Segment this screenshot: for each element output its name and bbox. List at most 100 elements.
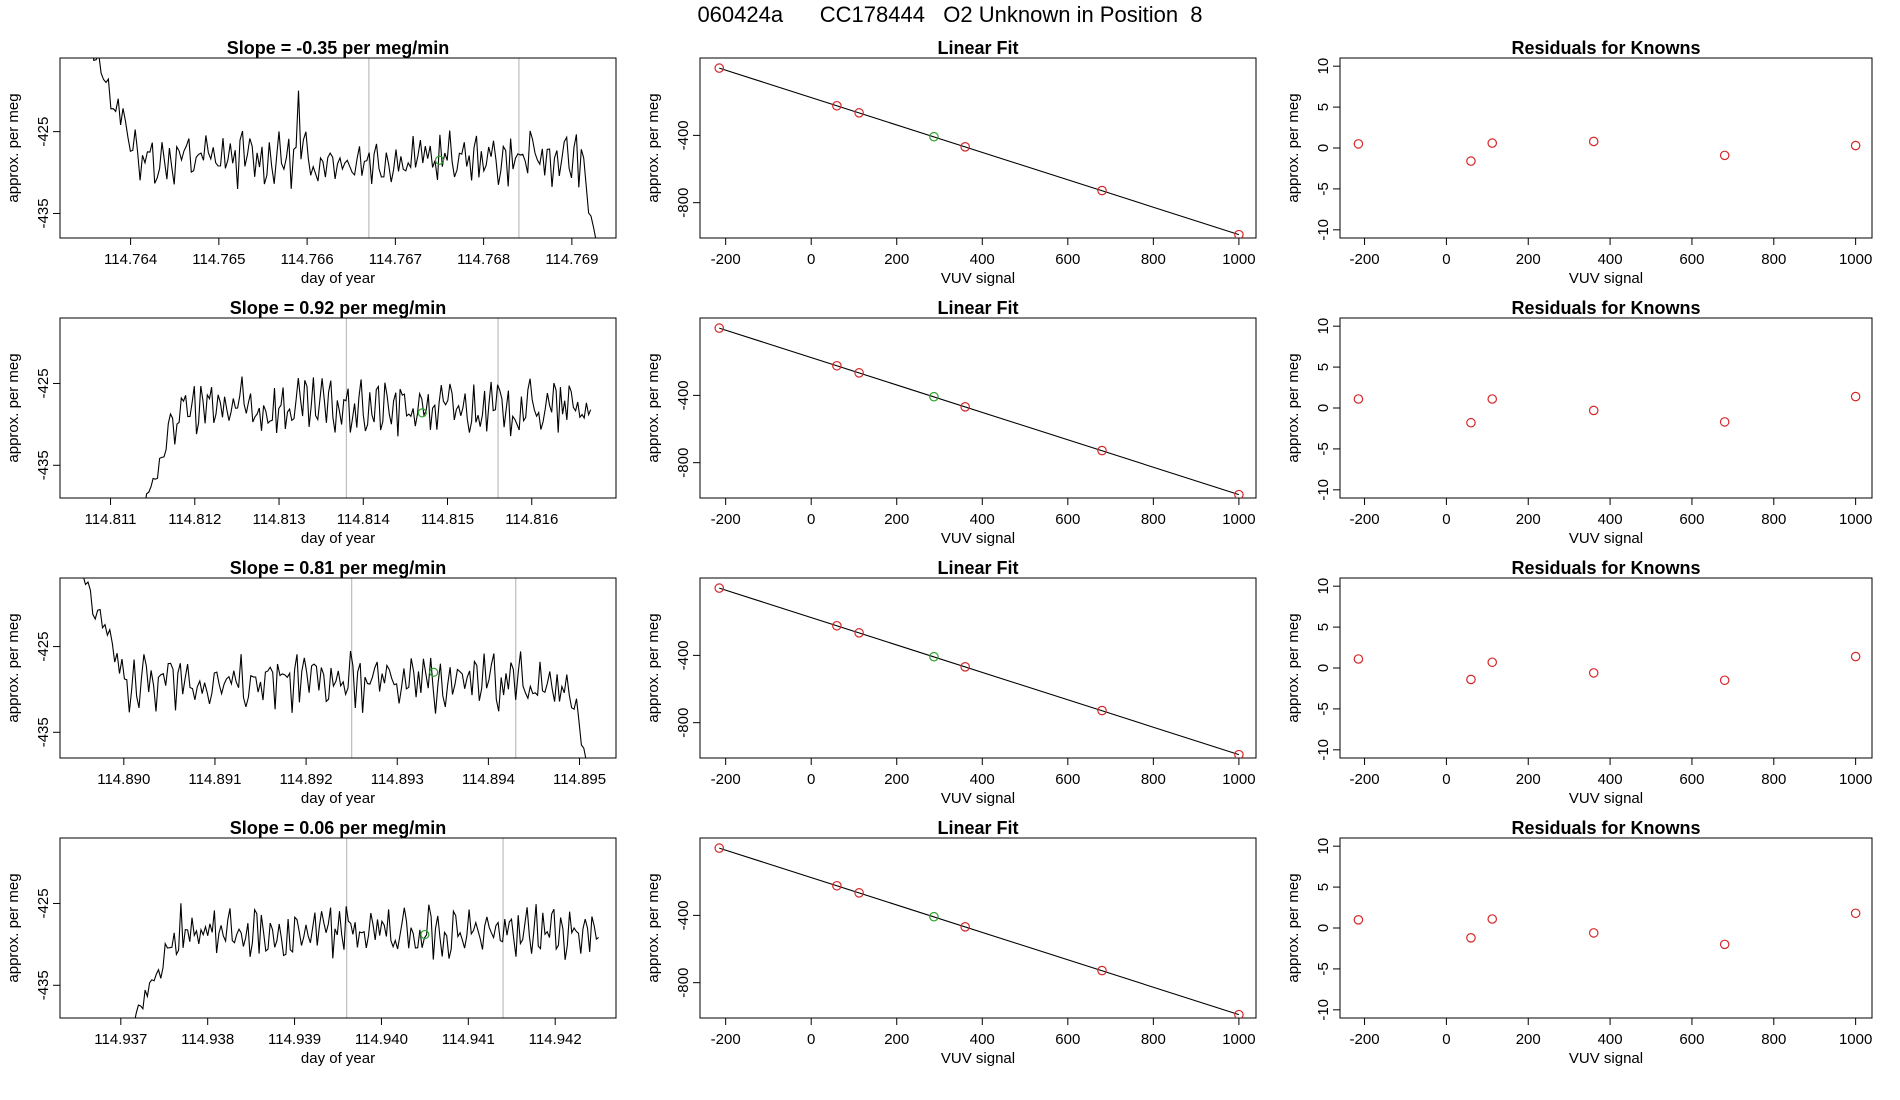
y-tick-label: 10: [1315, 318, 1332, 335]
chart-panel-r1-c1: Slope = -0.35 per meg/min 114.764 114.765 1…: [5, 38, 617, 287]
x-tick-label: 0: [807, 511, 815, 528]
y-tick-label: 0: [1315, 404, 1332, 412]
x-axis-label: VUV signal: [941, 530, 1015, 547]
x-tick-label: 114.812: [168, 511, 221, 528]
x-tick-label: 114.941: [442, 1031, 495, 1048]
x-tick-label: 0: [1442, 511, 1450, 528]
chart-panel-r3-c2: Linear Fit -200 0 200 400 600 800 1000 VUV signa…: [645, 558, 1257, 807]
x-tick-label: 400: [970, 251, 995, 268]
y-tick-label: -425: [35, 632, 52, 662]
known-point: [714, 323, 725, 333]
known-point: [1234, 749, 1244, 758]
x-tick-label: 114.937: [94, 1031, 147, 1048]
residual-point: [1850, 908, 1861, 919]
data-layer: [1353, 391, 1861, 428]
known-point: [832, 620, 842, 631]
y-tick-label: 5: [1315, 363, 1332, 371]
residual-point: [1719, 150, 1730, 161]
x-tick-label: 800: [1761, 251, 1786, 268]
data-layer: [1353, 908, 1861, 950]
x-tick-label: 114.816: [505, 511, 558, 528]
x-axis-label: day of year: [301, 530, 375, 547]
plot-frame: [699, 837, 1257, 1019]
x-tick-label: 600: [1055, 1031, 1080, 1048]
residual-point: [1487, 138, 1498, 148]
chart-panel-r4-c1: Slope = 0.06 per meg/min 114.937 114.938 11…: [5, 818, 617, 1067]
x-tick-label: 114.811: [85, 511, 137, 528]
x-tick-label: -200: [711, 251, 741, 268]
known-point: [1097, 705, 1107, 716]
x-tick-label: 114.766: [281, 251, 334, 268]
residual-point: [1588, 405, 1599, 416]
x-tick-label: 114.940: [355, 1031, 408, 1048]
known-point: [832, 360, 842, 371]
chart-panel-r1-c2: Linear Fit -200 0 200 400 600 800 1000 VUV signa…: [645, 38, 1257, 287]
y-tick-label: -400: [675, 900, 692, 930]
x-tick-label: 114.767: [369, 251, 422, 268]
y-tick-label: -435: [35, 198, 52, 228]
x-tick-label: 0: [1442, 1031, 1450, 1048]
known-point: [854, 368, 864, 378]
x-tick-label: 114.814: [337, 511, 390, 528]
x-tick-label: -200: [1350, 251, 1380, 268]
y-axis-label: approx. per meg: [5, 613, 22, 722]
y-axis-label: approx. per meg: [645, 93, 662, 202]
x-axis-label: day of year: [301, 1050, 375, 1067]
chart-title: Residuals for Knowns: [1511, 38, 1700, 58]
chart-title: Linear Fit: [937, 558, 1018, 578]
residual-point: [1588, 668, 1599, 678]
plot-frame: [699, 317, 1257, 499]
x-tick-label: 600: [1055, 771, 1080, 788]
known-point: [832, 100, 842, 111]
x-axis-label: VUV signal: [941, 1050, 1015, 1067]
y-tick-label: -5: [1315, 962, 1332, 975]
y-tick-label: 5: [1315, 883, 1332, 891]
x-tick-label: 400: [1598, 1031, 1623, 1048]
chart-panel-r3-c3: Residuals for Knowns-200 0 200 400 600 800 100…: [1285, 558, 1873, 807]
x-tick-label: 1000: [1839, 251, 1872, 268]
x-axis-label: VUV signal: [1569, 1050, 1643, 1067]
known-point: [1097, 445, 1107, 456]
plot-frame: [1339, 577, 1873, 759]
x-tick-label: 200: [884, 1031, 909, 1048]
x-axis-label: day of year: [301, 270, 375, 287]
y-tick-label: 10: [1315, 578, 1332, 595]
x-tick-label: 0: [807, 1031, 815, 1048]
x-tick-label: 1000: [1222, 1031, 1255, 1048]
x-tick-label: 114.764: [104, 251, 157, 268]
data-layer: [92, 58, 597, 238]
plot-frame: [59, 837, 617, 1019]
residual-point: [1466, 417, 1476, 428]
y-axis-label: approx. per meg: [5, 93, 22, 202]
y-tick-label: -425: [35, 368, 52, 398]
chart-panel-r4-c2: Linear Fit -200 0 200 400 600 800 1000 VUV signa…: [645, 818, 1257, 1067]
residual-point: [1353, 394, 1364, 404]
x-tick-label: 114.893: [371, 771, 424, 788]
x-tick-label: 200: [1516, 251, 1541, 268]
y-tick-label: -5: [1315, 182, 1332, 195]
residual-point: [1850, 140, 1861, 151]
known-point: [714, 63, 725, 73]
chart-panel-r3-c1: Slope = 0.81 per meg/min 114.890 114.891 11…: [5, 558, 617, 807]
plot-frame: [1339, 837, 1873, 1019]
signal-trace: [92, 58, 597, 238]
y-tick-label: -5: [1315, 442, 1332, 455]
known-point: [714, 583, 725, 593]
y-tick-label: 5: [1315, 623, 1332, 631]
y-tick-label: -435: [35, 970, 52, 1000]
x-tick-label: 800: [1761, 771, 1786, 788]
known-point: [960, 402, 970, 412]
x-tick-label: 114.942: [529, 1031, 582, 1048]
known-point: [960, 142, 970, 152]
data-layer: [714, 63, 1244, 238]
y-tick-label: -425: [35, 117, 52, 147]
x-axis-label: VUV signal: [941, 270, 1015, 287]
residual-point: [1719, 417, 1730, 427]
plot-frame: [699, 577, 1257, 759]
x-tick-label: -200: [711, 771, 741, 788]
x-tick-label: 1000: [1839, 771, 1872, 788]
x-axis-label: VUV signal: [1569, 530, 1643, 547]
x-tick-label: 114.891: [188, 771, 241, 788]
x-tick-label: 600: [1679, 771, 1704, 788]
